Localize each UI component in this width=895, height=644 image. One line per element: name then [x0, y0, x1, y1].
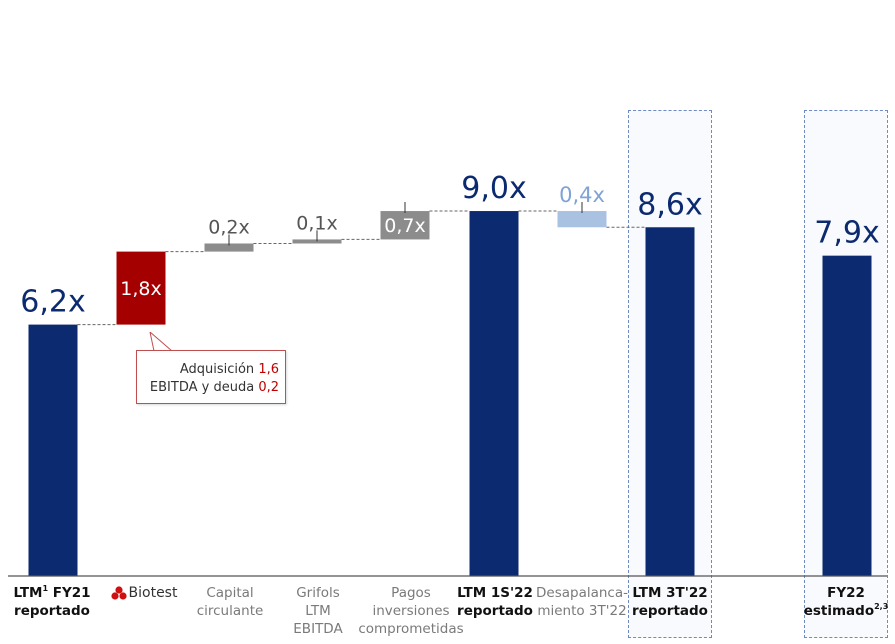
- value-label-6: 0,4x: [559, 183, 605, 207]
- bar-1: [116, 251, 166, 325]
- bar-6: [557, 211, 607, 228]
- bar-2: [204, 243, 254, 252]
- biotest-annotation-callout: Adquisición 1,6 EBITDA y deuda 0,2: [136, 350, 286, 404]
- bar-5: [469, 211, 519, 577]
- category-label-ltm-1s22: LTM 1S'22 reportado: [457, 585, 533, 619]
- bar-0: [28, 324, 78, 576]
- category-label-biotest: Biotest: [104, 584, 184, 602]
- category-label-ltm-fy21: LTM1 FY21 reportado: [13, 584, 91, 620]
- annotation-line1-value: 1,6: [258, 362, 279, 377]
- biotest-logo-icon: [110, 586, 127, 600]
- category-label-capital-circulante: Capital circulante: [196, 585, 264, 619]
- category-label-desapalancamiento: Desapalanca- miento 3T'22: [536, 585, 628, 619]
- value-label-4: 0,7x: [384, 215, 425, 237]
- value-label-0: 6,2x: [20, 285, 85, 320]
- value-label-3: 0,1x: [296, 212, 337, 234]
- bars: [28, 211, 872, 577]
- value-label-2: 0,2x: [208, 216, 249, 238]
- value-labels: 6,2x 1,8x 0,2x 0,1x 0,7x 9,0x 0,4x 8,6x 7,9x: [20, 171, 879, 320]
- category-label-fy22-estimado: FY22 estimado2,3: [803, 585, 889, 619]
- value-label-1: 1,8x: [120, 278, 161, 300]
- bar-ticks: [228, 202, 583, 246]
- value-label-8: 7,9x: [814, 216, 879, 251]
- bar-7: [645, 227, 695, 576]
- biotest-logo-text: Biotest: [128, 585, 178, 601]
- category-label-pagos-inversiones: Pagos inversiones comprometidas: [358, 585, 464, 637]
- annotation-line2-text: EBITDA y deuda: [149, 380, 259, 395]
- category-label-grifols-ltm-ebitda: Grifols LTM EBITDA: [293, 585, 343, 637]
- category-label-ltm-3t22: LTM 3T'22 reportado: [632, 585, 708, 619]
- bar-4: [380, 211, 430, 240]
- bar-3: [292, 239, 342, 244]
- connector-lines: [77, 210, 646, 326]
- callout-pointer: [149, 332, 174, 352]
- bar-8: [822, 255, 872, 576]
- annotation-line1-text: Adquisición: [179, 362, 259, 377]
- value-label-5: 9,0x: [461, 171, 526, 206]
- annotation-line2-value: 0,2: [258, 380, 279, 395]
- value-label-7: 8,6x: [637, 187, 702, 222]
